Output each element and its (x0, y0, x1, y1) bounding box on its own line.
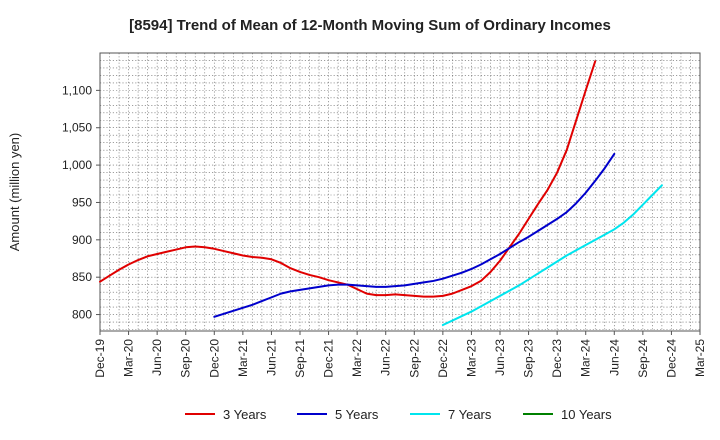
x-tick-label: Sep-23 (522, 339, 536, 378)
x-tick-label: Sep-24 (636, 339, 650, 378)
legend-label-7-years: 7 Years (448, 407, 492, 422)
x-tick-label: Jun-20 (150, 339, 164, 376)
y-tick-label: 1,000 (62, 158, 92, 172)
x-axis-ticks: Dec-19 Mar-20 Jun-20 Sep-20 Dec-20 Mar-21 Jun-… (93, 331, 707, 378)
x-tick-label: Mar-23 (464, 339, 478, 377)
x-tick-label: Mar-21 (236, 339, 250, 377)
x-tick-label: Mar-24 (579, 339, 593, 377)
y-tick-label: 900 (72, 233, 92, 247)
y-tick-label: 850 (72, 270, 92, 284)
y-tick-label: 800 (72, 308, 92, 322)
x-tick-label: Sep-22 (407, 339, 421, 378)
legend-label-3-years: 3 Years (223, 407, 267, 422)
series-line-5-years (213, 152, 616, 318)
x-tick-label: Dec-22 (436, 339, 450, 378)
x-tick-label: Dec-23 (550, 339, 564, 378)
y-tick-label: 1,100 (62, 83, 92, 97)
x-tick-label: Sep-20 (179, 339, 193, 378)
x-tick-label: Jun-23 (493, 339, 507, 376)
y-axis-label: Amount (million yen) (7, 133, 22, 252)
legend: 3 Years 5 Years 7 Years 10 Years (185, 407, 612, 422)
legend-label-10-years: 10 Years (561, 407, 612, 422)
x-tick-label: Sep-21 (293, 339, 307, 378)
plot-area-frame (99, 52, 701, 332)
x-tick-label: Jun-21 (264, 339, 278, 376)
chart-title: [8594] Trend of Mean of 12-Month Moving … (129, 17, 611, 34)
x-tick-label: Mar-22 (350, 339, 364, 377)
x-tick-label: Jun-22 (379, 339, 393, 376)
x-tick-label: Dec-20 (207, 339, 221, 378)
y-tick-label: 950 (72, 195, 92, 209)
x-tick-label: Jun-24 (607, 339, 621, 376)
x-tick-label: Mar-20 (122, 339, 136, 377)
x-tick-label: Dec-21 (322, 339, 336, 378)
series-lines (99, 60, 663, 327)
legend-label-5-years: 5 Years (335, 407, 379, 422)
y-tick-label: 1,050 (62, 121, 92, 135)
y-axis-ticks: 800 850 900 950 1,000 1,050 1,100 (62, 83, 100, 322)
x-tick-label: Dec-19 (93, 339, 107, 378)
grid (99, 52, 701, 331)
series-line-7-years (441, 184, 663, 327)
x-tick-label: Mar-25 (693, 339, 707, 377)
x-tick-label: Dec-24 (664, 339, 678, 378)
